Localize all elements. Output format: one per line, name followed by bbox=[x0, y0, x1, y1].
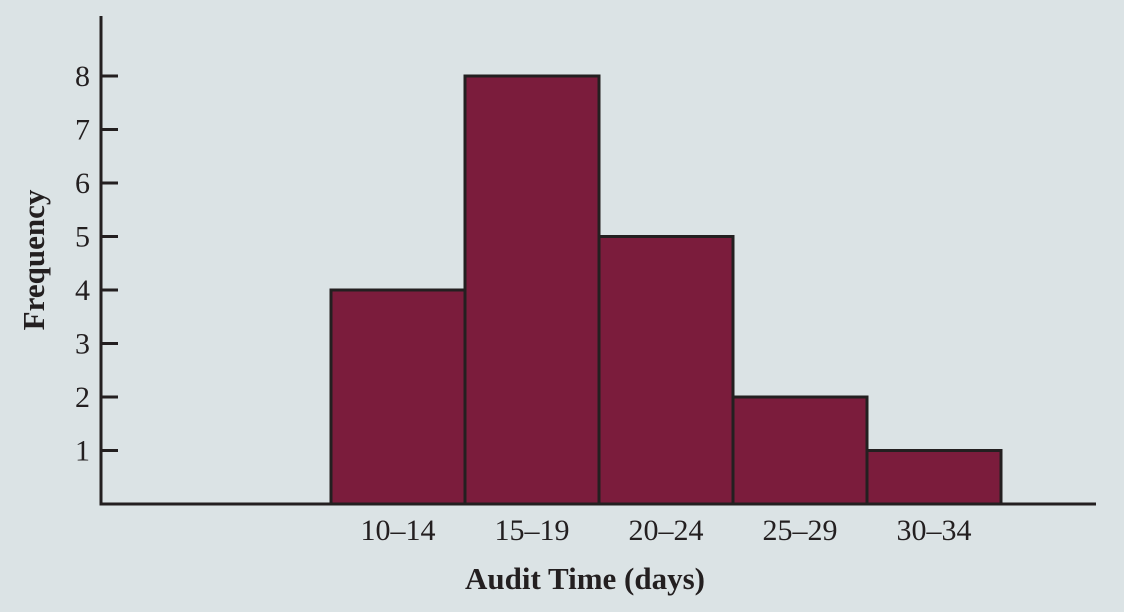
y-tick-label: 1 bbox=[75, 435, 90, 468]
x-tick-label: 20–24 bbox=[629, 514, 704, 547]
bars-layer bbox=[329, 74, 1003, 506]
y-tick-label: 2 bbox=[75, 381, 90, 414]
y-tick-label: 7 bbox=[75, 114, 90, 147]
y-tick-label: 3 bbox=[75, 328, 90, 361]
histogram-bar bbox=[865, 449, 1003, 506]
histogram-bar bbox=[731, 395, 869, 506]
x-tick-label: 15–19 bbox=[495, 514, 570, 547]
x-tick-label: 30–34 bbox=[897, 514, 972, 547]
y-axis-title: Frequency bbox=[16, 189, 51, 330]
y-tick-label: 8 bbox=[75, 60, 90, 93]
y-tick-label: 4 bbox=[75, 274, 90, 307]
y-ticks-layer: 1 2 3 4 5 6 7 8 bbox=[75, 60, 118, 468]
histogram-bar bbox=[597, 235, 735, 506]
x-tick-label: 10–14 bbox=[361, 514, 436, 547]
histogram-bar bbox=[329, 288, 467, 506]
x-axis-title: Audit Time (days) bbox=[465, 561, 705, 596]
axes-layer bbox=[99, 16, 1096, 506]
y-tick-label: 6 bbox=[75, 167, 90, 200]
histogram-bar bbox=[463, 74, 601, 506]
y-tick-label: 5 bbox=[75, 221, 90, 254]
x-tick-label: 25–29 bbox=[763, 514, 838, 547]
x-ticks-layer: 10–14 15–19 20–24 25–29 30–34 bbox=[361, 514, 972, 547]
